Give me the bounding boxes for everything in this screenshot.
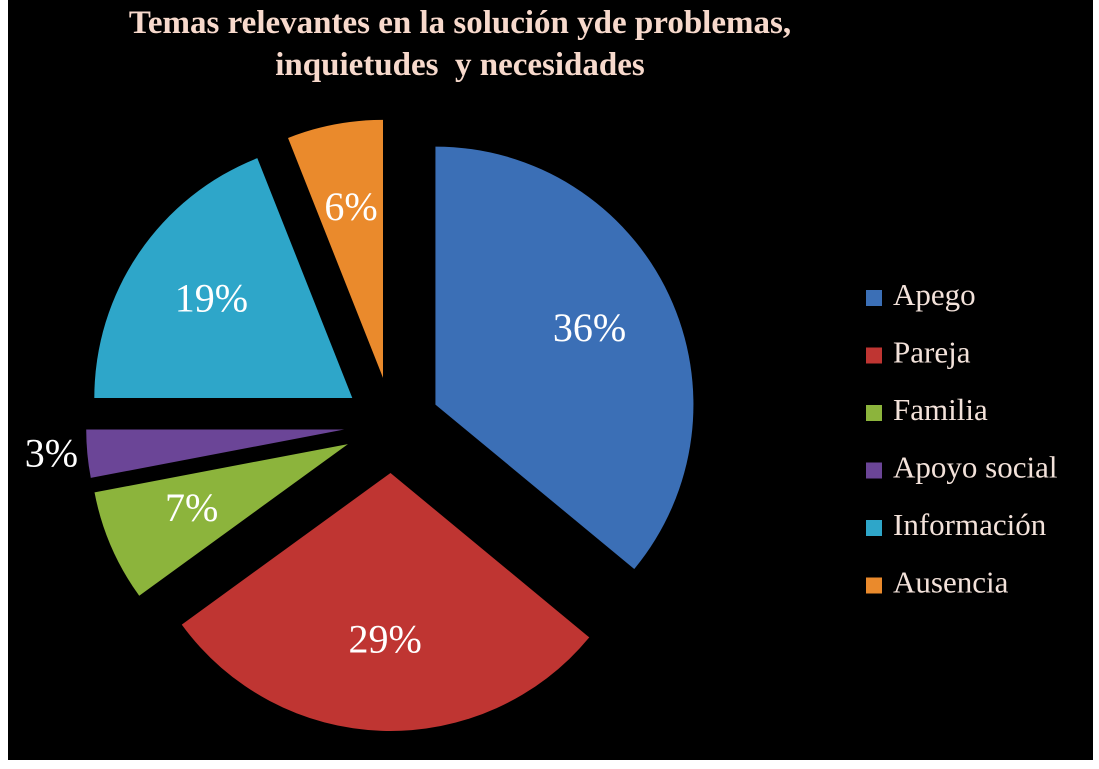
pie-slice (94, 158, 353, 399)
pie-slice (181, 472, 590, 731)
legend-label: Apego (893, 277, 976, 312)
pie-slice (94, 444, 348, 596)
legend-swatch (866, 290, 882, 306)
legend-label: Información (893, 507, 1047, 542)
data-label: 7% (165, 485, 218, 530)
legend-label: Pareja (893, 335, 971, 370)
legend-label: Familia (893, 392, 988, 427)
data-label: 29% (348, 616, 421, 661)
pie-slice (435, 146, 694, 570)
legend-label: Ausencia (893, 565, 1009, 600)
legend-swatch (866, 405, 882, 421)
pie-slice (288, 119, 384, 378)
legend-swatch (866, 347, 882, 364)
legend-swatch (866, 462, 882, 479)
chart-title: Temas relevantes en la solución yde prob… (128, 5, 800, 83)
data-label: 36% (553, 305, 626, 350)
data-label: 6% (324, 184, 377, 229)
data-label: 3% (25, 430, 78, 475)
data-label: 19% (175, 275, 248, 320)
legend-label: Apoyo social (893, 450, 1057, 485)
legend-swatch (866, 577, 882, 594)
pie-slice (86, 429, 345, 478)
legend-swatch (866, 520, 882, 536)
